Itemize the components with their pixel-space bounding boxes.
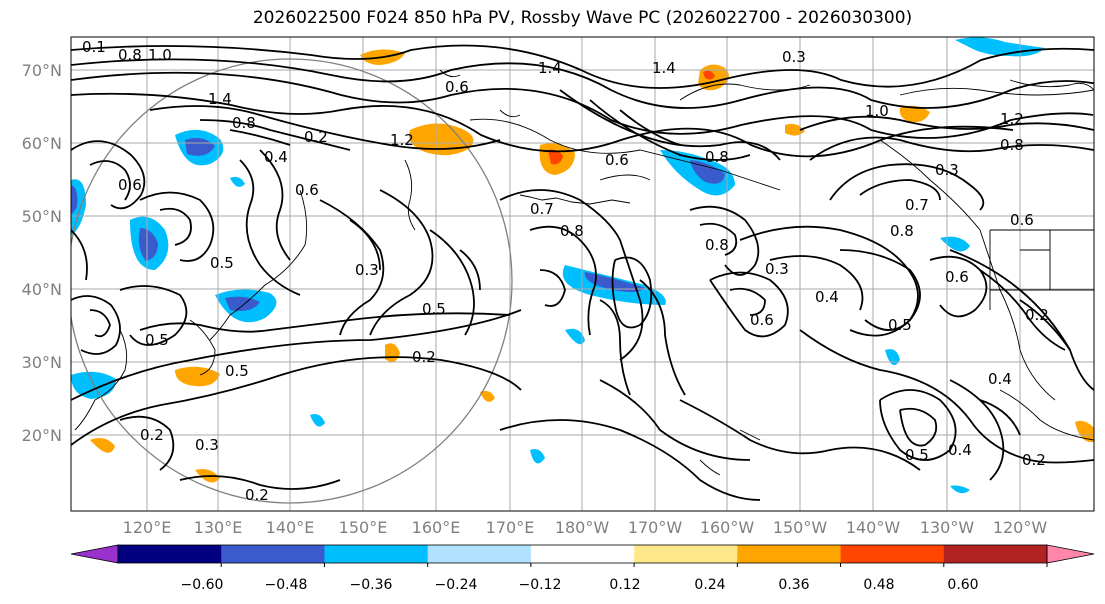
colorbar-tick-label: 0.60 <box>947 577 979 593</box>
contour-label: 0.4 <box>815 288 839 306</box>
contour-label: 0.5 <box>888 316 912 334</box>
lon-label: 140°W <box>845 518 901 537</box>
contour-label: 0.8 <box>1000 136 1024 154</box>
pv-contours <box>71 44 1094 501</box>
contour-label: 0.6 <box>445 78 469 96</box>
contour-label: 0.1 <box>82 38 106 56</box>
colorbar-extend-max <box>1046 544 1095 564</box>
colorbar-tick-label: −0.48 <box>264 577 308 593</box>
contour-label: 0.2 <box>140 426 164 444</box>
colorbar-tick-label: 0.48 <box>863 577 895 593</box>
contour-label: 0.8 <box>560 222 584 240</box>
contour-label: 0.5 <box>905 446 929 464</box>
reference-circle <box>71 58 513 504</box>
contour-label: 0.4 <box>264 148 288 166</box>
contour-label: 1.4 <box>652 59 676 77</box>
contour-label: 0.6 <box>945 268 969 286</box>
contour-label: 0.6 <box>1010 211 1034 229</box>
contour-label: 0.8 <box>118 46 142 64</box>
colorbar-tick-label: −0.24 <box>434 577 478 593</box>
contour-label: 0.6 <box>750 311 774 329</box>
colorbar-tick-label: −0.36 <box>349 577 393 593</box>
lon-label: 180°W <box>554 518 610 537</box>
lon-label: 120°E <box>122 518 172 537</box>
coastlines <box>74 69 1094 476</box>
lon-label: 130°E <box>193 518 243 537</box>
contour-label: 1.4 <box>538 59 562 77</box>
contour-label: 1.2 <box>390 131 414 149</box>
contour-label: 0.2 <box>245 486 269 504</box>
colorbar-segment <box>324 545 429 563</box>
contour-label: 0.2 <box>304 128 328 146</box>
colorbar-segment <box>737 545 842 563</box>
contour-label: 0.5 <box>145 331 169 349</box>
contour-label: 0.3 <box>195 436 219 454</box>
contour-label: 0.4 <box>988 370 1012 388</box>
lon-label: 130°W <box>919 518 975 537</box>
contour-label: 0.2 <box>1025 306 1049 324</box>
colorbar-segment <box>840 545 945 563</box>
colorbar-segment <box>427 545 532 563</box>
contour-label: 0.3 <box>355 261 379 279</box>
colorbar-tick-label: −0.60 <box>180 577 224 593</box>
contour-label: 0.8 <box>232 114 256 132</box>
colorbar-segment <box>221 545 325 563</box>
lon-label: 120°W <box>992 518 1048 537</box>
map-title: 2026022500 F024 850 hPa PV, Rossby Wave … <box>252 8 913 28</box>
colorbar-segment <box>943 545 1048 563</box>
colorbar-tick-label: −0.12 <box>518 577 562 593</box>
lat-label-70n: 70°N <box>21 61 62 80</box>
contour-label: 0.2 <box>1022 451 1046 469</box>
lon-label: 140°E <box>265 518 315 537</box>
contour-label: 1.4 <box>208 90 232 108</box>
colorbar-segment <box>530 545 635 563</box>
colorbar-segment <box>118 545 222 563</box>
contour-label: 0.3 <box>782 48 806 66</box>
contour-label: 1.0 <box>148 46 172 64</box>
contour-label: 0.5 <box>210 254 234 272</box>
colorbar-extend-min <box>70 544 119 564</box>
contour-label: 0.7 <box>530 200 554 218</box>
lon-label: 160°E <box>411 518 461 537</box>
colorbar-tick-label: 0.12 <box>609 577 641 593</box>
colorbar-tick-label: 0.24 <box>694 577 726 593</box>
lon-label: 150°W <box>772 518 828 537</box>
colorbar <box>70 544 1095 567</box>
lat-label-40n: 40°N <box>21 280 62 299</box>
contour-label: 0.8 <box>890 222 914 240</box>
contour-label: 1.0 <box>865 102 889 120</box>
colorbar-tick-label: 0.36 <box>778 577 810 593</box>
pv-shading <box>71 37 1094 494</box>
contour-label: 0.8 <box>705 236 729 254</box>
contour-label: 0.3 <box>765 260 789 278</box>
contour-label: 0.6 <box>295 181 319 199</box>
lon-label: 170°E <box>485 518 535 537</box>
contour-labels: 0.1 0.8 1.0 1.4 0.6 1.4 0.3 1.4 0.8 0.2 … <box>82 38 1049 504</box>
contour-label: 1.2 <box>1000 110 1024 128</box>
contour-label: 0.6 <box>605 151 629 169</box>
lat-label-60n: 60°N <box>21 134 62 153</box>
colorbar-segment <box>634 545 738 563</box>
map-frame <box>70 36 1095 512</box>
contour-label: 0.4 <box>948 441 972 459</box>
contour-label: 0.2 <box>412 348 436 366</box>
contour-label: 0.7 <box>905 196 929 214</box>
colorbar-frame <box>117 544 1048 564</box>
contour-label: 0.8 <box>705 148 729 166</box>
lat-label-30n: 30°N <box>21 353 62 372</box>
lat-label-20n: 20°N <box>21 426 62 445</box>
lon-label: 160°W <box>699 518 755 537</box>
lat-label-50n: 50°N <box>21 207 62 226</box>
lon-label: 170°W <box>627 518 683 537</box>
contour-label: 0.6 <box>118 176 142 194</box>
lon-label: 150°E <box>338 518 388 537</box>
contour-label: 0.3 <box>935 161 959 179</box>
contour-label: 0.5 <box>225 362 249 380</box>
contour-label: 0.5 <box>422 300 446 318</box>
